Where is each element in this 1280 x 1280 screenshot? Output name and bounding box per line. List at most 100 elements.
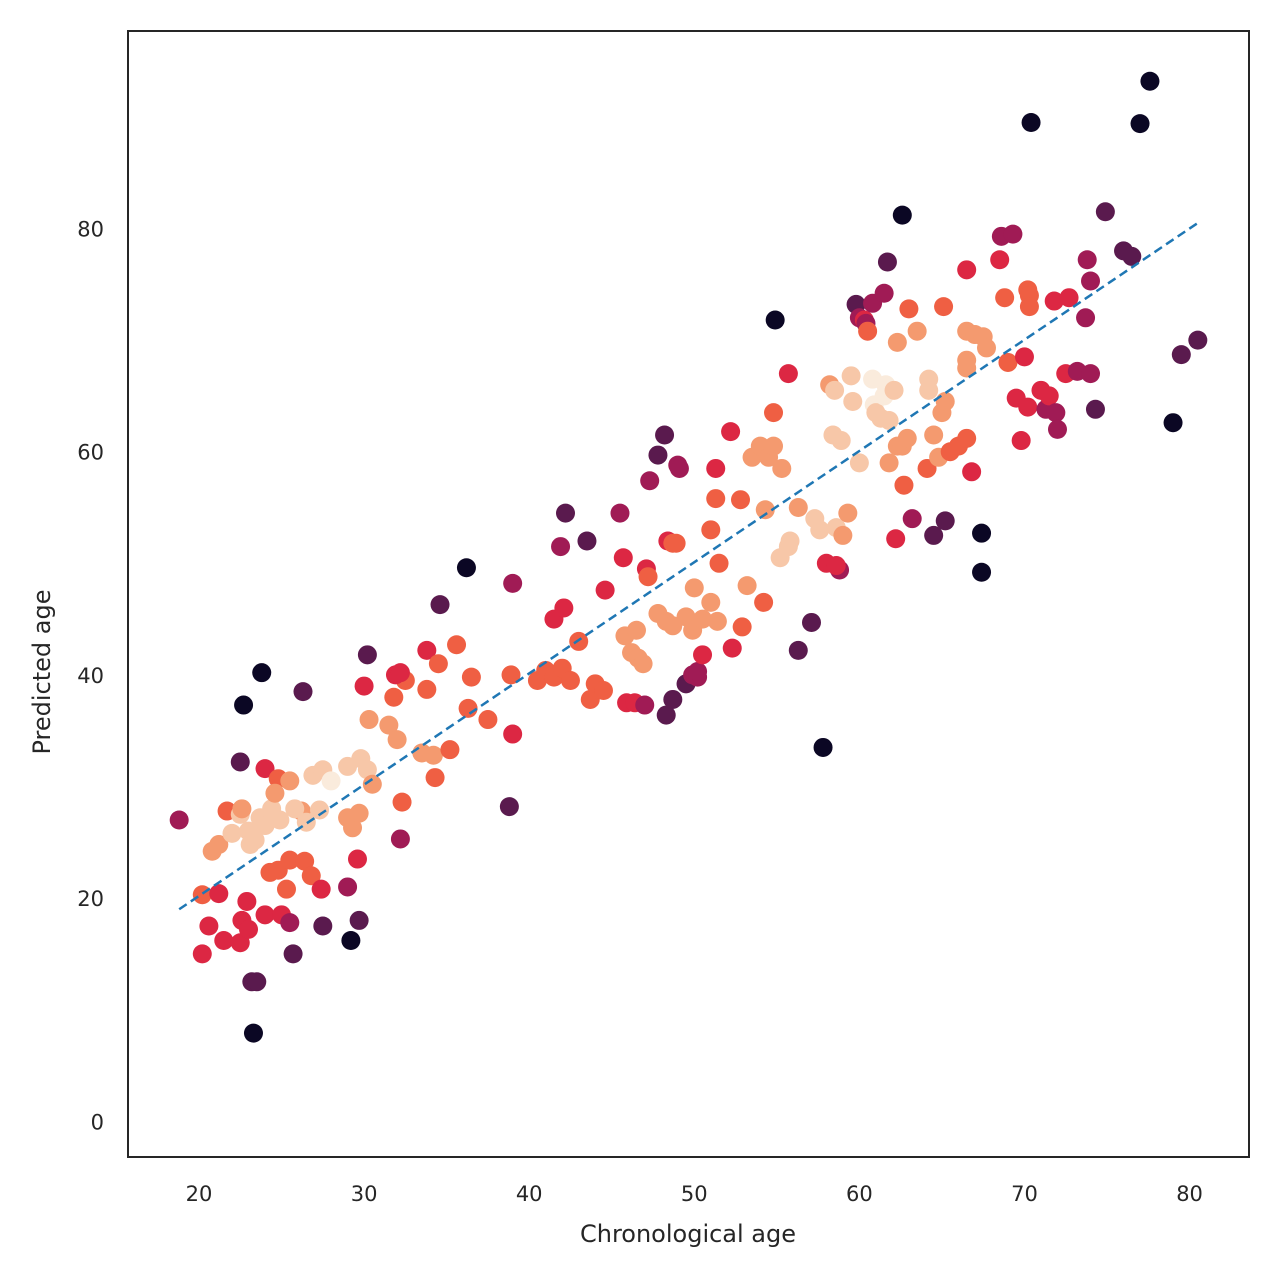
scatter-point [858,321,878,341]
scatter-point [478,710,498,730]
scatter-point [1095,202,1115,222]
scatter-point [613,548,633,568]
scatter-point [247,972,267,992]
scatter-point [392,792,412,812]
plot-frame [127,30,1250,1158]
scatter-point [892,205,912,225]
scatter-point [461,667,481,687]
scatter-point [1140,71,1160,91]
scatter-point [825,380,845,400]
scatter-point [428,654,448,674]
y-tick-label: 40 [77,664,104,688]
y-tick-label: 60 [77,441,104,465]
scatter-point [640,471,660,491]
y-axis-label: Predicted age [28,590,56,755]
scatter-point [347,849,367,869]
scatter-point [998,352,1018,372]
scatter-point [874,283,894,303]
scatter-point [924,525,944,545]
scatter-point [1059,288,1079,308]
scatter-point [554,598,574,618]
scatter-point [222,823,242,843]
scatter-point [593,681,613,701]
scatter-point [722,638,742,658]
scatter-point [801,612,821,632]
scatter-point [239,919,259,939]
scatter-point [430,595,450,615]
scatter-point [884,380,904,400]
scatter-point [456,558,476,578]
scatter-point [276,879,296,899]
scatter-point [577,531,597,551]
scatter-point [1039,386,1059,406]
scatter-point [551,537,571,557]
scatter-point [499,797,519,817]
scatter-point [638,567,658,587]
scatter-point [384,687,404,707]
x-tick-label: 60 [846,1182,873,1206]
scatter-point [1076,308,1096,328]
scatter-point [648,445,668,465]
scatter-point [688,662,708,682]
scatter-point [501,665,521,685]
scatter-point [1163,413,1183,433]
scatter-point [684,578,704,598]
x-tick-label: 70 [1011,1182,1038,1206]
scatter-point [656,705,676,725]
scatter-point [813,737,833,757]
scatter-point [693,609,713,629]
scatter-point [731,490,751,510]
scatter-point [255,816,275,836]
x-tick-labels: 20 30 40 50 60 70 80 [186,1182,1203,1206]
scatter-point [390,663,410,683]
scatter-point [255,759,275,779]
scatter-point [841,366,861,386]
scatter-point [788,640,808,660]
scatter-point [879,410,899,430]
scatter-point [1122,246,1142,266]
scatter-point [359,710,379,730]
scatter-point [209,835,229,855]
scatter-point [417,679,437,699]
scatter-point [230,752,250,772]
scatter-point [737,576,757,596]
scatter-point [390,829,410,849]
scatter-point [693,645,713,665]
scatter-point [192,944,212,964]
scatter-point [633,654,653,674]
scatter-point [1019,297,1039,317]
scatter-point [285,799,305,819]
scatter-point [280,771,300,791]
scatter-point [283,944,303,964]
y-tick-labels: 0 20 40 60 80 [77,218,104,1135]
scatter-point [754,592,774,612]
scatter-point [595,580,615,600]
scatter-point [772,458,792,478]
scatter-point [447,635,467,655]
scatter-point [957,428,977,448]
scatter-point [243,1023,263,1043]
scatter-point [780,531,800,551]
y-tick-label: 80 [77,218,104,242]
scatter-point [1081,364,1101,384]
scatter-point [1003,224,1023,244]
scatter-point [338,877,358,897]
scatter-point [755,500,775,520]
scatter-point [666,533,686,553]
scatter-point [902,509,922,529]
scatter-point [357,645,377,665]
scatter-point [458,698,478,718]
scatter-point [663,689,683,709]
scatter-point [301,866,321,886]
scatter-point [1188,330,1208,350]
y-tick-label: 0 [91,1110,104,1134]
scatter-point [349,910,369,930]
scatter-point [935,391,955,411]
scatter-point [972,562,992,582]
scatter-point [295,851,315,871]
scatter-point [354,676,374,696]
scatter-point [341,931,361,951]
scatter-point [255,905,275,925]
scatter-point [935,511,955,531]
scatter-point [357,760,377,780]
